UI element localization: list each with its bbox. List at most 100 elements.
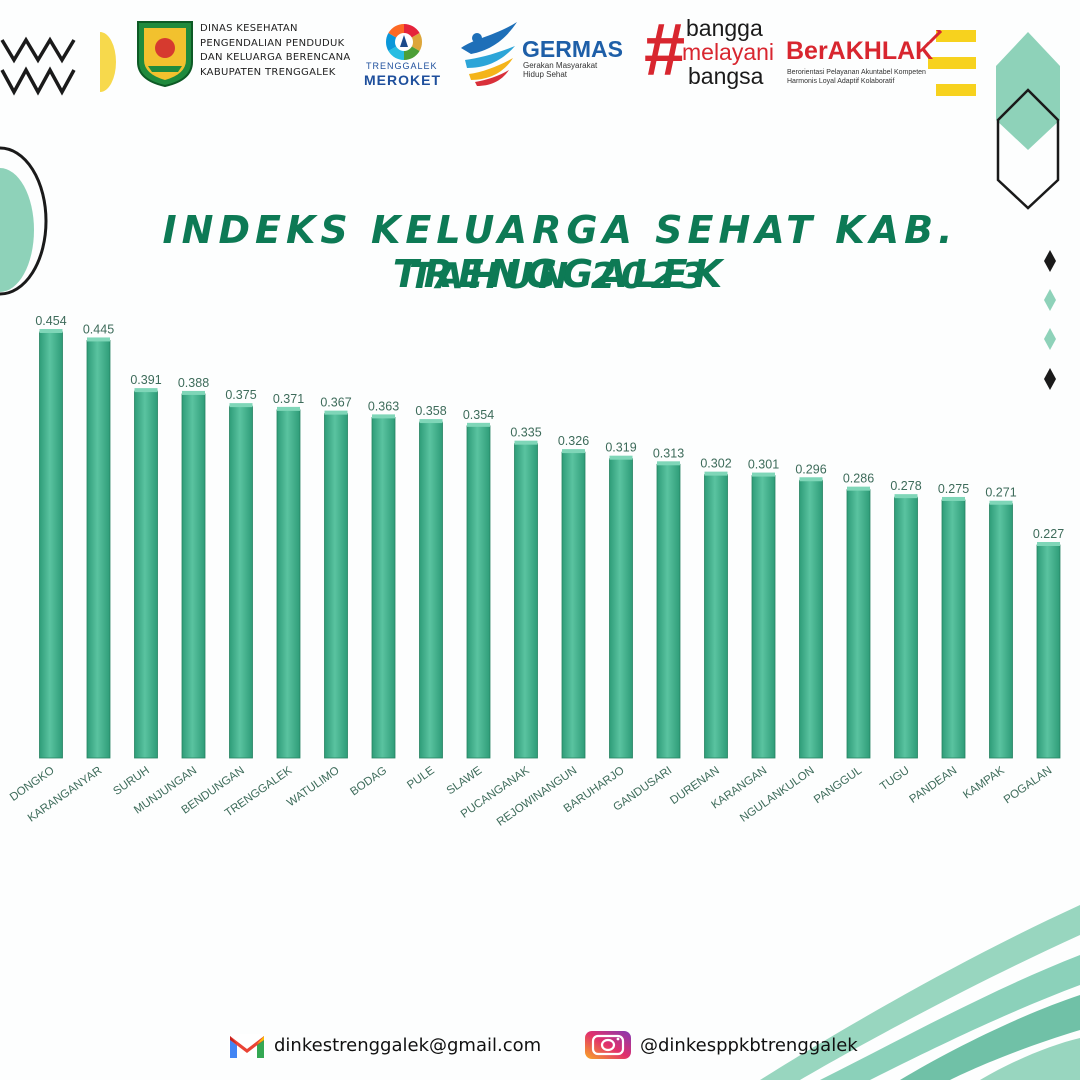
bar-cap (467, 422, 490, 427)
bar-cap (847, 486, 870, 491)
bar-watulimo (324, 413, 348, 759)
bar-karangan (751, 475, 776, 759)
bar-gandusari (656, 463, 681, 759)
value-label: 0.388 (178, 376, 209, 390)
value-label: 0.454 (35, 314, 66, 328)
bar-cap (704, 471, 728, 476)
bar-cap (562, 449, 585, 454)
bar-dongko (39, 331, 63, 759)
bar-cap (752, 472, 775, 477)
category-label: SLAWE (445, 764, 485, 797)
chart-title: INDEKS KELUARGA SEHAT KAB. TRENGGALEK (162, 208, 958, 296)
value-label: 0.278 (890, 479, 921, 493)
germas-logo-title: GERMAS (522, 36, 623, 62)
germas-swoosh-icon (461, 22, 517, 86)
small-diamond-4 (1044, 368, 1056, 390)
chart-subtitle: TAHUN 2023 (409, 256, 711, 297)
left-green-half (0, 168, 34, 292)
bar-bendungan (229, 405, 253, 759)
value-label: 0.302 (700, 457, 731, 471)
bar-kampak (989, 503, 1013, 759)
bar-cap (657, 461, 680, 466)
bar-chart: 0.454 0.445 0.391 0.388 0.375 0.371 0.367 0.363… (8, 314, 1064, 829)
value-label: 0.275 (938, 482, 969, 496)
category-label: POGALAN (1002, 765, 1054, 807)
value-label: 0.296 (795, 462, 826, 476)
agency-line: DAN KELUARGA BERENCANA (200, 52, 351, 63)
agency-line: DINAS KESEHATAN (200, 23, 298, 34)
berakhlak-logo-sub2: Harmonis Loyal Adaptif Kolaboratif (787, 78, 895, 85)
berakhlak-yellow-bars (928, 30, 976, 96)
bar-cap (989, 500, 1013, 505)
value-label: 0.358 (415, 404, 446, 418)
small-diamond-2 (1044, 289, 1056, 311)
trenggalek-meroket-logo (385, 23, 423, 61)
value-label: 0.271 (985, 486, 1016, 500)
value-label: 0.301 (748, 458, 779, 472)
bar-cap (39, 329, 63, 333)
bar-karanganyar (86, 340, 111, 759)
footer-email: dinkestrenggalek@gmail.com (274, 1035, 542, 1056)
left-outline-arc (0, 146, 48, 296)
bar-pucanganak (514, 443, 538, 759)
bar-cap (799, 477, 823, 482)
germas-logo-sub2: Hidup Sehat (523, 70, 568, 79)
value-label: 0.227 (1033, 527, 1064, 541)
value-label: 0.326 (558, 434, 589, 448)
regency-emblem-logo (137, 21, 193, 88)
bar-pandean (941, 499, 966, 759)
value-label: 0.354 (463, 408, 494, 422)
value-label: 0.391 (130, 373, 161, 387)
zigzag-bottom (0, 66, 76, 96)
right-outline-diamond (996, 88, 1060, 210)
bar-cap (1037, 542, 1060, 546)
agency-line: KABUPATEN TRENGGALEK (200, 66, 336, 78)
bangga-line1: bangga (686, 15, 763, 41)
value-label: 0.375 (225, 388, 256, 402)
bar-cap (894, 494, 918, 499)
category-label: PANGGUL (812, 764, 865, 806)
agency-line: PENGENDALIAN PENDUDUK (200, 37, 345, 49)
bar-cap (372, 414, 395, 419)
category-label: BODAG (348, 765, 389, 799)
bar-munjungan (181, 393, 206, 759)
category-label: PANDEAN (907, 765, 959, 806)
gmail-icon (229, 1034, 265, 1058)
bar-panggul (846, 489, 871, 759)
category-label: PULE (405, 764, 437, 791)
germas-logo-sub1: Gerakan Masyarakat (523, 61, 598, 70)
bar-durenan (704, 474, 728, 759)
yellow-half-circle (100, 32, 116, 92)
bar-ngulankulon (799, 479, 823, 759)
berakhlak-logo-title: BerAKHLAK (786, 37, 934, 65)
bar-tugu (894, 496, 918, 759)
bar-suruh (134, 390, 158, 759)
value-label: 0.371 (273, 392, 304, 406)
brush-strokes (760, 905, 1080, 1080)
bar-pogalan (1036, 544, 1061, 759)
small-diamond-1 (1044, 250, 1056, 272)
bar-cap (419, 419, 443, 424)
value-label: 0.335 (510, 426, 541, 440)
bar-rejowinangun (561, 451, 586, 759)
bar-bodag (371, 416, 396, 759)
bar-trenggalek (276, 409, 301, 759)
footer-instagram: @dinkesppkbtrenggalek (640, 1035, 858, 1056)
bangga-line3: bangsa (688, 63, 764, 89)
bangga-hash: # (644, 8, 686, 91)
instagram-icon (585, 1031, 631, 1059)
category-label: TUGU (878, 765, 912, 794)
bar-cap (229, 403, 253, 408)
bar-cap (134, 388, 158, 393)
category-label: KAMPAK (961, 764, 1007, 801)
bar-cap (277, 406, 300, 411)
value-label: 0.363 (368, 399, 399, 413)
berakhlak-logo-sub1: Berorientasi Pelayanan Akuntabel Kompete… (787, 69, 926, 76)
agency-name: DINAS KESEHATAN PENGENDALIAN PENDUDUK DA… (200, 22, 351, 80)
bar-slawe (466, 425, 491, 759)
value-label: 0.286 (843, 472, 874, 486)
small-diamond-3 (1044, 328, 1056, 350)
zigzag-top (0, 36, 76, 64)
bar-cap (324, 410, 348, 415)
